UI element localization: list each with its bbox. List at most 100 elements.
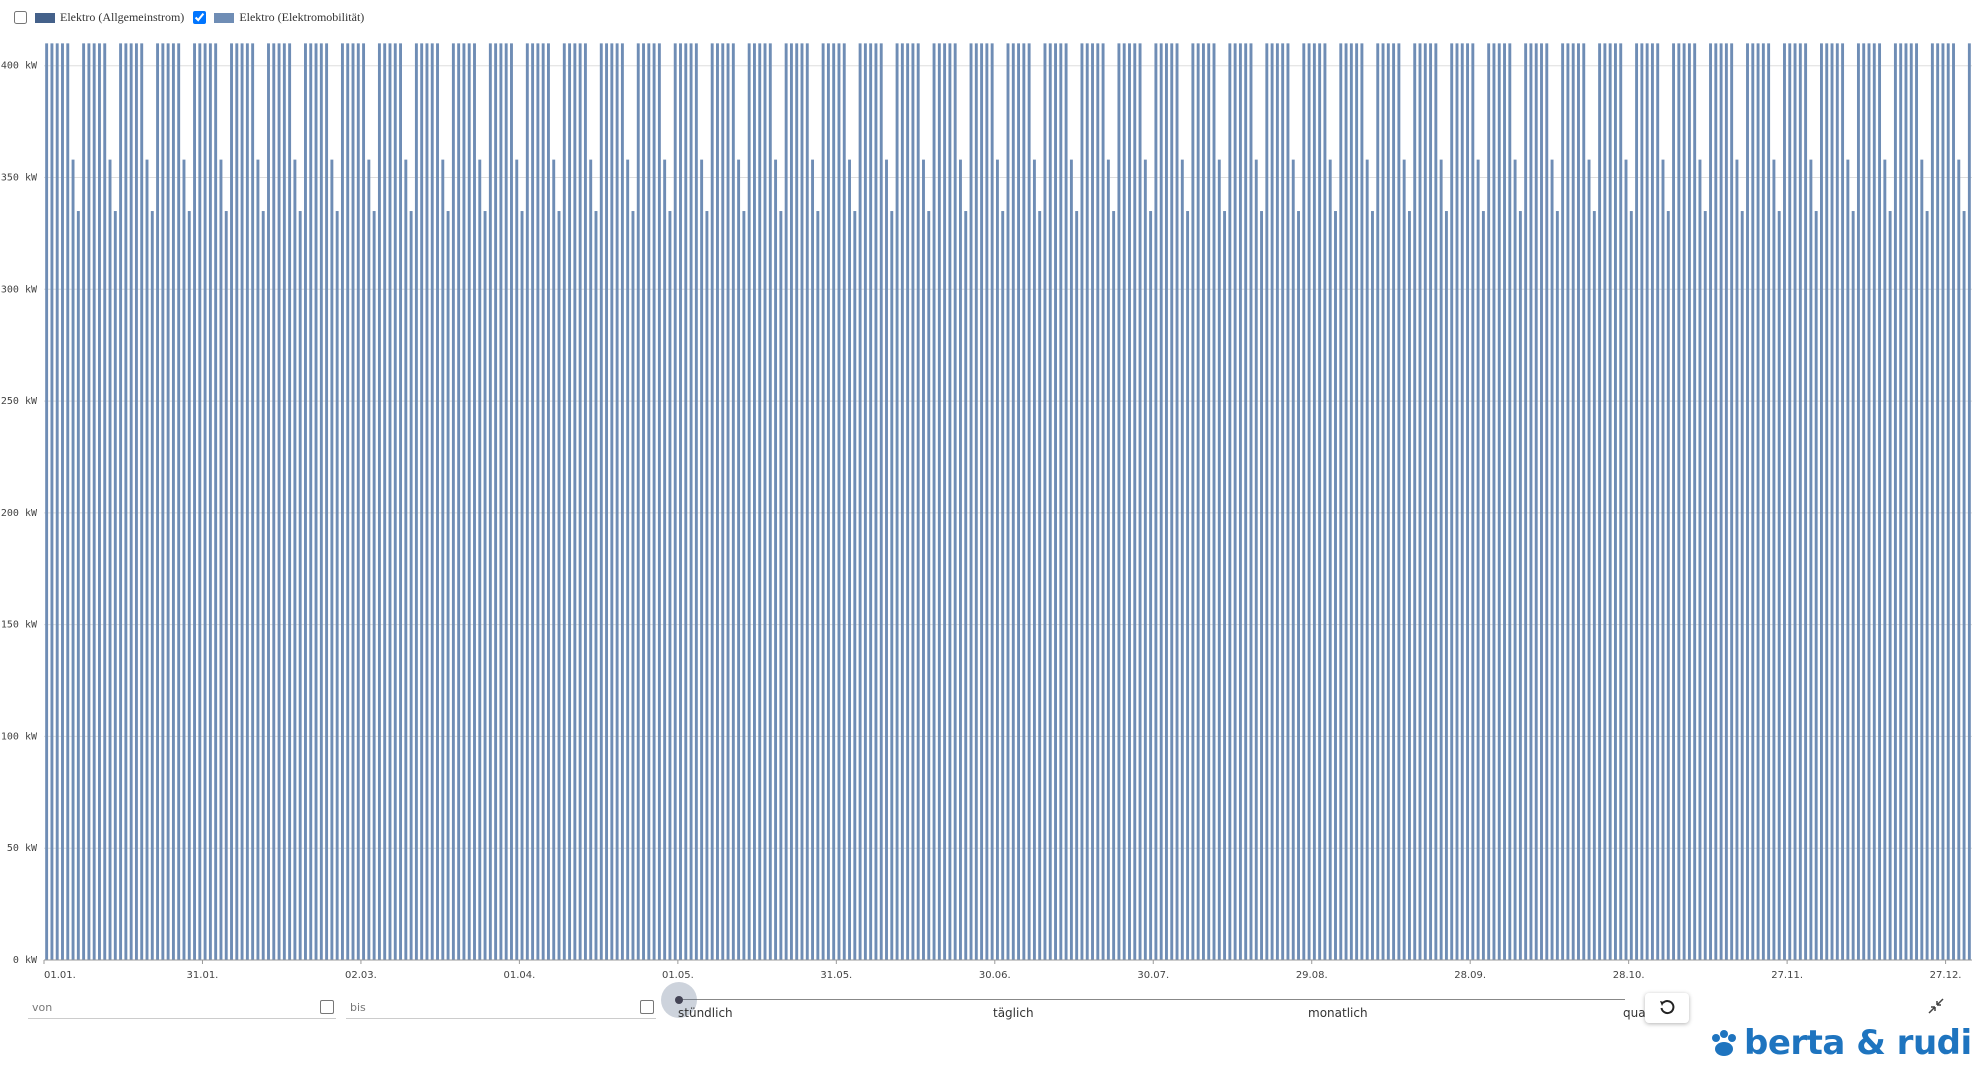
- bar: [309, 43, 313, 961]
- bar: [811, 159, 815, 961]
- bar: [1682, 43, 1686, 961]
- bar: [1656, 43, 1660, 961]
- bar: [1312, 43, 1316, 961]
- calendar-icon[interactable]: [640, 1000, 654, 1014]
- y-tick-label: 150 kW: [1, 620, 38, 631]
- resolution-label[interactable]: täglich: [993, 1006, 1034, 1020]
- bar: [832, 43, 836, 961]
- bar: [863, 43, 867, 961]
- bar: [758, 43, 762, 961]
- bar: [55, 43, 59, 961]
- bar: [694, 43, 698, 961]
- bar: [150, 211, 154, 961]
- bar: [140, 43, 144, 961]
- bar: [1323, 43, 1327, 961]
- slider-dot: [675, 996, 683, 1004]
- bar: [1566, 43, 1570, 961]
- bar: [515, 159, 519, 961]
- bar: [1820, 43, 1823, 961]
- bar: [1920, 159, 1924, 961]
- y-tick-label: 0 kW: [13, 955, 38, 966]
- bar: [1687, 43, 1691, 961]
- bar: [568, 43, 572, 961]
- bar: [1714, 43, 1718, 961]
- bar: [510, 43, 513, 961]
- bar: [1117, 43, 1121, 961]
- bar: [1598, 43, 1602, 961]
- bar: [1751, 43, 1755, 961]
- bar: [1429, 43, 1433, 961]
- bar: [1761, 43, 1765, 961]
- bar: [113, 211, 117, 961]
- bar: [404, 159, 408, 961]
- bar: [1577, 43, 1580, 961]
- bar: [478, 159, 482, 961]
- y-tick-label: 400 kW: [1, 61, 38, 72]
- legend-toggle[interactable]: [193, 11, 207, 24]
- bar: [959, 159, 962, 961]
- bar: [1851, 211, 1855, 961]
- resolution-label[interactable]: quar: [1623, 1006, 1651, 1020]
- bar: [1804, 43, 1808, 961]
- bar: [1402, 159, 1406, 961]
- bar: [1001, 211, 1005, 961]
- bar: [134, 43, 138, 961]
- bar: [314, 43, 318, 961]
- bar: [932, 43, 936, 961]
- bar: [230, 43, 233, 961]
- collapse-icon[interactable]: [1927, 997, 1945, 1015]
- bar: [1487, 43, 1491, 961]
- bar: [599, 43, 603, 961]
- bar: [251, 43, 255, 961]
- bar: [800, 43, 804, 961]
- bar: [552, 159, 556, 961]
- resolution-label[interactable]: stündlich: [678, 1006, 733, 1020]
- bar: [1856, 43, 1860, 961]
- date-from[interactable]: von: [28, 997, 336, 1019]
- date-to[interactable]: bis: [346, 997, 656, 1019]
- bar: [293, 159, 297, 961]
- bar: [668, 211, 672, 961]
- bar: [1307, 43, 1311, 961]
- bar: [1217, 159, 1221, 961]
- legend-toggle[interactable]: [14, 11, 27, 24]
- bar: [367, 159, 371, 961]
- bar: [473, 43, 476, 961]
- bar: [1286, 43, 1290, 961]
- bar: [1080, 43, 1084, 961]
- bar: [1022, 43, 1026, 961]
- bar: [546, 43, 550, 961]
- bar: [1735, 159, 1739, 961]
- bar: [399, 43, 403, 961]
- bar: [1629, 211, 1633, 961]
- bar: [1423, 43, 1427, 961]
- bar: [895, 43, 899, 961]
- legend-label[interactable]: Elektro (Allgemeinstrom): [60, 10, 185, 24]
- bar: [525, 43, 529, 961]
- resolution-label[interactable]: monatlich: [1308, 1006, 1368, 1020]
- bar: [1867, 43, 1871, 961]
- bar: [1460, 43, 1464, 961]
- bar: [1724, 43, 1728, 961]
- reset-button[interactable]: [1645, 993, 1689, 1023]
- bar: [1397, 43, 1401, 961]
- bar: [1069, 159, 1073, 961]
- bar: [277, 43, 281, 961]
- bar: [340, 43, 344, 961]
- bar: [362, 43, 366, 961]
- bar: [779, 211, 783, 961]
- bar: [1862, 43, 1866, 961]
- legend-label[interactable]: Elektro (Elektromobilität): [239, 10, 365, 24]
- bar: [1201, 43, 1205, 961]
- bar: [1048, 43, 1052, 961]
- bar: [1376, 43, 1380, 961]
- calendar-icon[interactable]: [320, 1000, 334, 1014]
- x-tick-label: 28.09.: [1454, 970, 1486, 981]
- bar: [1302, 43, 1306, 961]
- bar: [92, 43, 96, 961]
- bar: [1888, 211, 1892, 961]
- bar: [356, 43, 360, 961]
- bar: [869, 43, 873, 961]
- bar: [826, 43, 830, 961]
- bar: [573, 43, 577, 961]
